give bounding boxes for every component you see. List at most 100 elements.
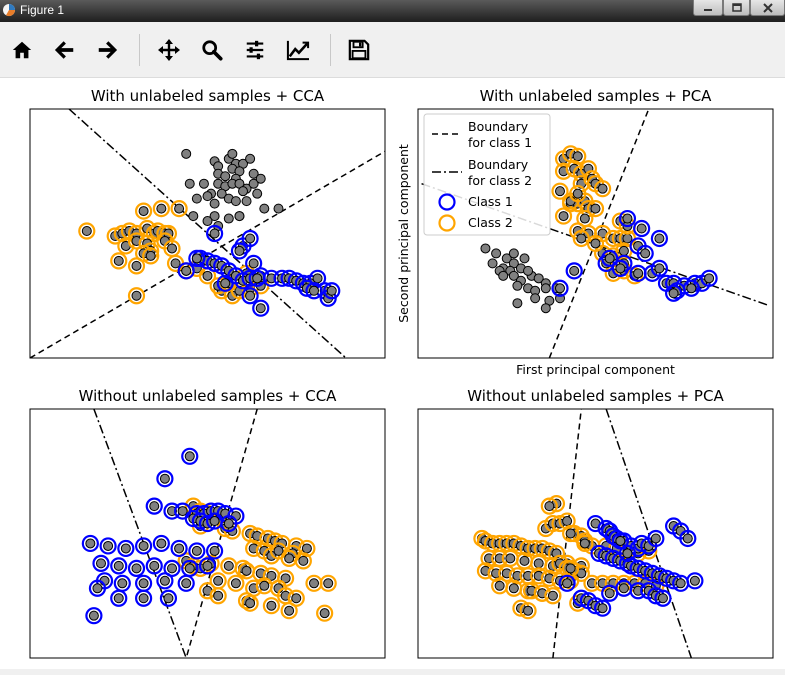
- labeled-point-core: [615, 535, 626, 546]
- class-2-point: [569, 147, 587, 165]
- labeled-point-core: [604, 253, 615, 264]
- class-1-point: [163, 559, 181, 577]
- class-1-point: [611, 532, 629, 550]
- subplot-3: Without unlabeled samples + CCA: [29, 387, 386, 659]
- window-title: Figure 1: [20, 3, 65, 17]
- labeled-point-core: [120, 543, 131, 554]
- subplot-1: With unlabeled samples + CCA: [29, 87, 386, 359]
- unlabeled-point: [209, 198, 220, 209]
- legend-label: Class 1: [468, 194, 513, 209]
- unlabeled-point: [227, 148, 238, 159]
- class-2-point: [558, 512, 576, 530]
- class-1-point: [181, 447, 199, 465]
- class-1-point: [551, 279, 569, 297]
- labeled-point-core: [223, 560, 234, 571]
- legend-label: Boundary: [468, 157, 529, 172]
- pan-button[interactable]: [153, 34, 185, 66]
- class-1-point: [586, 514, 605, 533]
- class-1-point: [206, 224, 224, 243]
- class-1-point: [633, 219, 651, 238]
- class-1-point: [88, 579, 107, 597]
- class-1-point: [117, 539, 135, 558]
- class-1-point: [216, 274, 234, 292]
- labeled-point-core: [284, 553, 295, 564]
- class-2-point: [127, 257, 146, 275]
- labeled-point-core: [170, 258, 181, 269]
- close-button[interactable]: [750, 0, 785, 16]
- unlabeled-point: [501, 253, 512, 264]
- class-1-point: [252, 299, 270, 317]
- unlabeled-point: [255, 173, 266, 184]
- labeled-point-core: [177, 506, 188, 517]
- labeled-point-core: [103, 540, 114, 551]
- class-1-point: [305, 282, 323, 300]
- axes-frame: [417, 108, 774, 359]
- labeled-point-core: [309, 285, 319, 296]
- labeled-point-core: [280, 573, 291, 584]
- labeled-point-core: [113, 593, 124, 604]
- zoom-button[interactable]: [196, 34, 228, 66]
- labeled-point-core: [88, 610, 99, 621]
- labeled-point-core: [309, 578, 319, 589]
- figure-canvas[interactable]: With unlabeled samples + CCA With unlabel…: [0, 78, 785, 669]
- move-icon: [158, 39, 180, 61]
- class-2-point: [319, 574, 337, 592]
- minimize-icon: [704, 8, 712, 11]
- configure-subplots-button[interactable]: [239, 34, 271, 66]
- class-2-point: [241, 594, 259, 612]
- labeled-point-core: [576, 233, 587, 244]
- labeled-point-core: [597, 578, 608, 589]
- plot-area: [473, 409, 704, 658]
- unlabeled-point: [245, 153, 256, 164]
- plot-area: [81, 409, 337, 658]
- labeled-point-core: [555, 186, 565, 197]
- labeled-point-core: [640, 248, 651, 259]
- class-1-point: [230, 242, 249, 260]
- class-1-point: [145, 497, 163, 515]
- save-button[interactable]: [343, 34, 375, 66]
- class-2-point: [316, 604, 334, 622]
- class-1-point: [248, 269, 266, 287]
- class-1-point: [654, 589, 672, 607]
- class-1-point: [611, 259, 629, 277]
- labeled-point-core: [174, 543, 185, 554]
- class-1-point: [152, 534, 170, 553]
- class-2-point: [135, 202, 153, 220]
- class-1-point: [650, 259, 669, 277]
- back-button[interactable]: [49, 34, 81, 66]
- unlabeled-point: [533, 273, 544, 284]
- labeled-point-core: [184, 451, 195, 462]
- labeled-point-core: [562, 578, 573, 589]
- class-2-point: [198, 582, 217, 600]
- labeled-point-core: [191, 253, 202, 264]
- home-button[interactable]: [6, 34, 38, 66]
- forward-button[interactable]: [91, 34, 123, 66]
- labeled-point-core: [209, 545, 220, 556]
- boundary-class-2: [68, 109, 347, 358]
- axes-frame: [29, 408, 386, 659]
- minimize-button[interactable]: [693, 0, 723, 16]
- labeled-point-core: [117, 578, 128, 589]
- labeled-point-core: [241, 565, 252, 576]
- labeled-point-core: [590, 238, 601, 249]
- labeled-point-core: [245, 233, 256, 244]
- labeled-point-core: [181, 265, 192, 276]
- class-2-point: [287, 589, 305, 607]
- class-2-point: [262, 597, 280, 615]
- class-1-point: [241, 229, 259, 248]
- class-2-point: [170, 200, 188, 218]
- maximize-button[interactable]: [723, 0, 750, 16]
- class-1-point: [593, 599, 612, 617]
- labeled-point-core: [138, 206, 149, 217]
- labeled-point-core: [156, 538, 167, 549]
- unlabeled-point: [234, 211, 245, 222]
- class-2-point: [540, 497, 558, 515]
- toolbar-separator: [330, 34, 331, 66]
- unlabeled-point: [480, 243, 491, 254]
- labeled-point-core: [138, 540, 149, 551]
- labeled-point-core: [519, 555, 530, 566]
- labeled-point-core: [96, 558, 106, 569]
- labeled-point-core: [622, 548, 633, 559]
- unlabeled-point: [184, 178, 195, 189]
- edit-axis-button[interactable]: [282, 34, 314, 66]
